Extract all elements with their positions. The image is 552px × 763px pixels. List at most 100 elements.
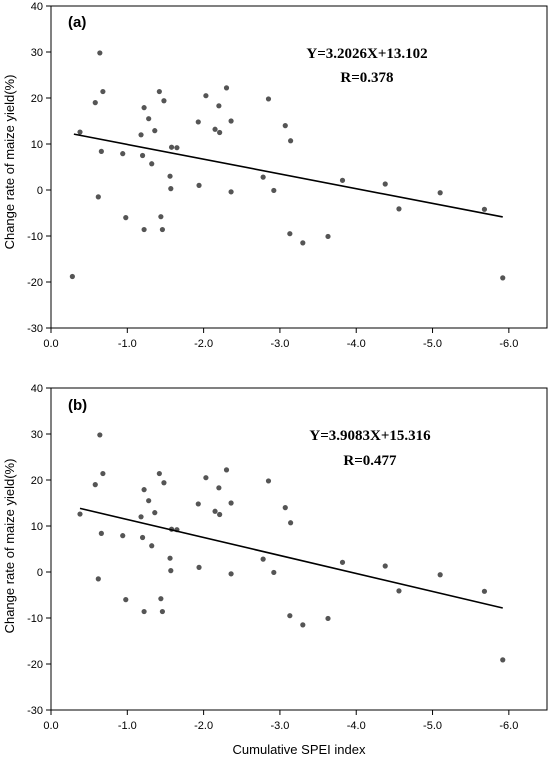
data-point	[152, 510, 158, 516]
trendline	[79, 507, 503, 609]
data-point	[212, 126, 218, 132]
data-point	[161, 480, 167, 486]
data-point	[288, 520, 294, 526]
data-point	[300, 622, 306, 628]
data-point	[500, 657, 506, 663]
data-point	[212, 508, 218, 514]
data-point	[141, 105, 147, 111]
y-ticks: -30 -20 -10 0 10 20 30 40	[27, 383, 51, 717]
plot-frame	[50, 387, 548, 711]
data-point	[325, 233, 331, 240]
data-point	[195, 501, 201, 507]
data-point	[77, 511, 83, 517]
data-point	[265, 478, 272, 484]
y-tick-label: 20	[31, 93, 43, 105]
y-tick-label: 20	[31, 475, 43, 487]
correlation-coefficient: R=0.378	[340, 70, 393, 86]
data-point	[228, 571, 234, 577]
data-point	[287, 231, 293, 237]
data-point	[217, 129, 223, 136]
data-point	[141, 608, 147, 615]
data-point	[396, 588, 402, 594]
data-point	[159, 608, 166, 615]
y-tick-label: -30	[27, 323, 43, 335]
y-tick-label: 30	[31, 429, 43, 441]
data-point	[95, 576, 101, 582]
x-tick-label: -3.0	[270, 338, 289, 350]
data-point	[92, 482, 98, 488]
data-point	[271, 569, 277, 576]
x-tick-label: -4.0	[347, 338, 366, 350]
x-ticks: 0.0 -1.0 -2.0 -3.0 -4.0 -5.0 -6.0	[43, 328, 518, 350]
data-point	[139, 152, 146, 159]
data-point	[282, 123, 288, 129]
data-point	[149, 543, 155, 549]
x-tick-label: 0.0	[43, 720, 58, 732]
x-tick-label: -4.0	[347, 720, 366, 732]
x-tick-label: 0.0	[43, 338, 58, 350]
data-point	[228, 189, 234, 195]
data-points	[77, 432, 506, 663]
data-point	[282, 505, 288, 511]
data-point	[139, 534, 146, 541]
x-tick-label: -1.0	[118, 720, 137, 732]
y-tick-label: -10	[27, 613, 43, 625]
data-points	[69, 50, 506, 281]
data-point	[97, 432, 103, 438]
data-point	[168, 186, 174, 192]
data-point	[158, 214, 164, 220]
data-point	[174, 145, 180, 151]
panel-label: (b)	[68, 397, 87, 414]
data-point	[260, 556, 266, 562]
data-point	[223, 85, 230, 91]
x-tick-label: -2.0	[194, 338, 213, 350]
x-tick-label: -5.0	[423, 338, 442, 350]
data-point	[161, 98, 167, 104]
data-point	[195, 119, 201, 125]
y-axis-label: Change rate of maize yield(%)	[2, 459, 17, 634]
y-tick-label: 30	[31, 47, 43, 59]
x-axis-label: Cumulative SPEI index	[233, 742, 366, 757]
data-point	[203, 475, 209, 481]
data-point	[159, 226, 166, 233]
x-tick-label: -2.0	[194, 720, 213, 732]
y-tick-label: -20	[27, 277, 43, 289]
data-point	[223, 467, 230, 473]
y-tick-label: 10	[31, 139, 43, 151]
data-point	[156, 470, 162, 477]
data-point	[216, 485, 222, 491]
data-point	[260, 174, 266, 180]
data-point	[196, 182, 202, 188]
data-point	[141, 226, 147, 233]
data-point	[217, 511, 223, 518]
y-tick-label: -20	[27, 659, 43, 671]
trendline	[73, 133, 503, 218]
y-tick-label: 40	[31, 1, 43, 13]
data-point	[146, 116, 152, 122]
data-point	[288, 138, 294, 144]
data-point	[500, 275, 506, 281]
data-point	[120, 151, 126, 157]
data-point	[123, 215, 129, 221]
x-tick-label: -5.0	[423, 720, 442, 732]
y-tick-label: 40	[31, 383, 43, 395]
trendline-group	[73, 133, 503, 218]
data-point	[300, 240, 306, 246]
plot-frame	[50, 5, 548, 329]
data-point	[156, 88, 162, 95]
x-tick-label: -3.0	[270, 720, 289, 732]
data-point	[265, 96, 272, 102]
data-point	[437, 572, 443, 578]
data-point	[481, 588, 488, 594]
x-tick-label: -6.0	[499, 720, 518, 732]
chart-panel-b: Change rate of maize yield(%) 0.0 -1.0 -2.…	[2, 383, 548, 757]
y-tick-label: -10	[27, 231, 43, 243]
data-point	[396, 206, 402, 212]
data-point	[152, 128, 158, 134]
data-point	[167, 555, 173, 561]
data-point	[168, 144, 175, 150]
data-point	[167, 173, 173, 179]
data-point	[271, 187, 277, 194]
data-point	[146, 498, 152, 504]
